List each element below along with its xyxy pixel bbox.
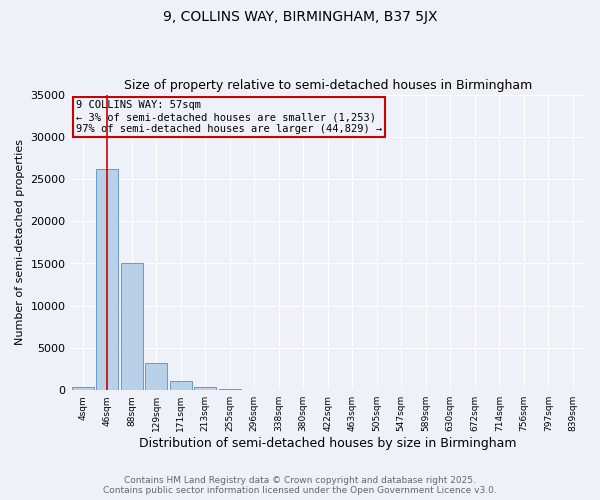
Y-axis label: Number of semi-detached properties: Number of semi-detached properties xyxy=(15,140,25,346)
Text: Contains HM Land Registry data © Crown copyright and database right 2025.
Contai: Contains HM Land Registry data © Crown c… xyxy=(103,476,497,495)
Text: 9 COLLINS WAY: 57sqm
← 3% of semi-detached houses are smaller (1,253)
97% of sem: 9 COLLINS WAY: 57sqm ← 3% of semi-detach… xyxy=(76,100,382,134)
Title: Size of property relative to semi-detached houses in Birmingham: Size of property relative to semi-detach… xyxy=(124,79,532,92)
Bar xyxy=(96,169,118,390)
Bar xyxy=(121,262,143,390)
X-axis label: Distribution of semi-detached houses by size in Birmingham: Distribution of semi-detached houses by … xyxy=(139,437,517,450)
Text: 9, COLLINS WAY, BIRMINGHAM, B37 5JX: 9, COLLINS WAY, BIRMINGHAM, B37 5JX xyxy=(163,10,437,24)
Bar xyxy=(194,387,217,390)
Bar xyxy=(219,389,241,390)
Bar xyxy=(72,387,94,390)
Bar xyxy=(145,363,167,390)
Bar xyxy=(170,381,192,390)
